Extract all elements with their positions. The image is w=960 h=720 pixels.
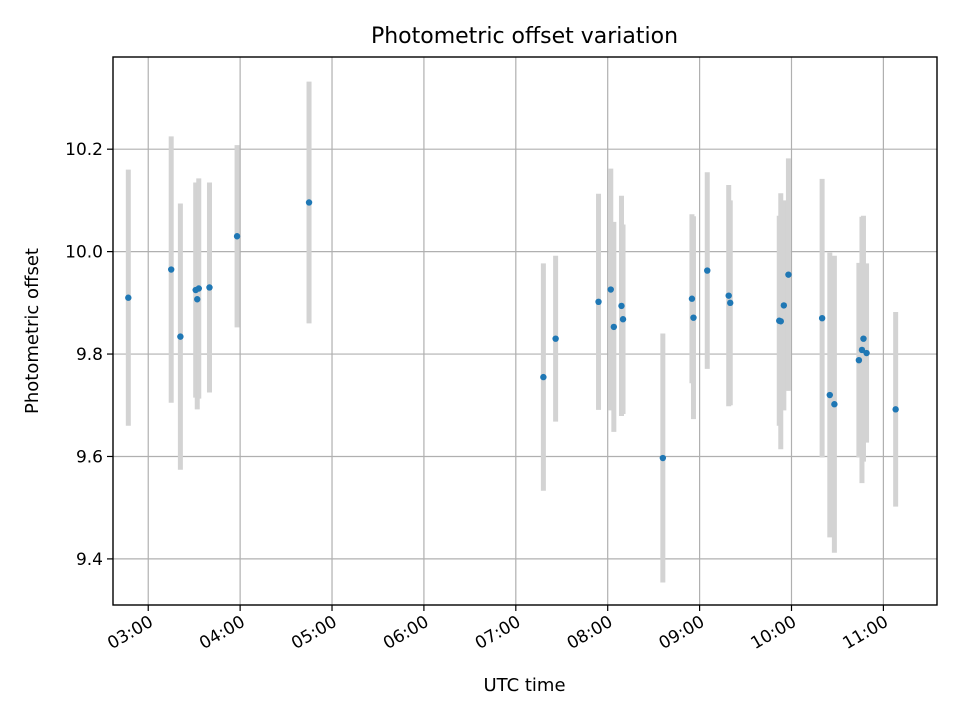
x-tick-label: 08:00 (564, 612, 616, 654)
data-point (725, 292, 732, 299)
plot-frame (112, 56, 938, 606)
data-point (595, 298, 602, 306)
y-tick-label: 9.6 (76, 447, 103, 467)
data-point (195, 285, 202, 292)
error-bars (125, 81, 899, 583)
data-point (233, 233, 241, 240)
data-point (785, 271, 792, 278)
data-point (168, 266, 175, 273)
y-tick-label: 9.4 (76, 550, 103, 570)
data-points (125, 199, 899, 462)
data-point (892, 406, 899, 413)
data-point (552, 335, 559, 342)
data-point (540, 373, 547, 381)
data-point (690, 314, 697, 321)
data-point (855, 356, 863, 364)
x-tick-label: 09:00 (656, 612, 708, 654)
y-tick-label: 9.8 (76, 345, 103, 365)
grid-lines (113, 57, 937, 605)
data-point (727, 299, 734, 307)
data-point (777, 318, 784, 325)
x-axis-label: UTC time (483, 675, 565, 696)
data-point (194, 296, 201, 303)
data-point (659, 454, 667, 462)
data-point (780, 302, 788, 309)
data-point (305, 199, 313, 206)
data-point (607, 286, 614, 293)
y-axis-ticks: 9.4 9.6 9.8 10.0 10.2 (65, 140, 113, 570)
data-point (826, 391, 833, 399)
chart-title: Photometric offset variation (371, 24, 678, 49)
y-axis-label: Photometric offset (22, 248, 43, 414)
x-axis-ticks: 03:00 04:00 05:00 06:00 07:00 08:00 09:00 10:00… (104, 605, 892, 654)
data-point (818, 314, 826, 322)
x-tick-label: 04:00 (196, 612, 248, 654)
data-point (831, 401, 838, 408)
data-point (688, 295, 696, 302)
data-point (704, 267, 711, 274)
data-point (619, 316, 627, 323)
data-point (863, 349, 870, 357)
data-point (177, 333, 184, 340)
data-point (610, 323, 618, 331)
data-point (618, 302, 625, 310)
data-point (858, 346, 866, 354)
x-tick-label: 07:00 (472, 612, 524, 654)
y-tick-label: 10.0 (65, 243, 103, 263)
x-tick-label: 05:00 (288, 612, 340, 654)
y-tick-label: 10.2 (65, 140, 103, 160)
x-tick-label: 11:00 (839, 612, 891, 654)
data-point (125, 294, 132, 301)
x-tick-label: 03:00 (104, 612, 156, 654)
x-tick-label: 10:00 (748, 612, 800, 654)
data-point (860, 335, 867, 342)
x-tick-label: 06:00 (380, 612, 432, 654)
data-point (206, 284, 213, 291)
